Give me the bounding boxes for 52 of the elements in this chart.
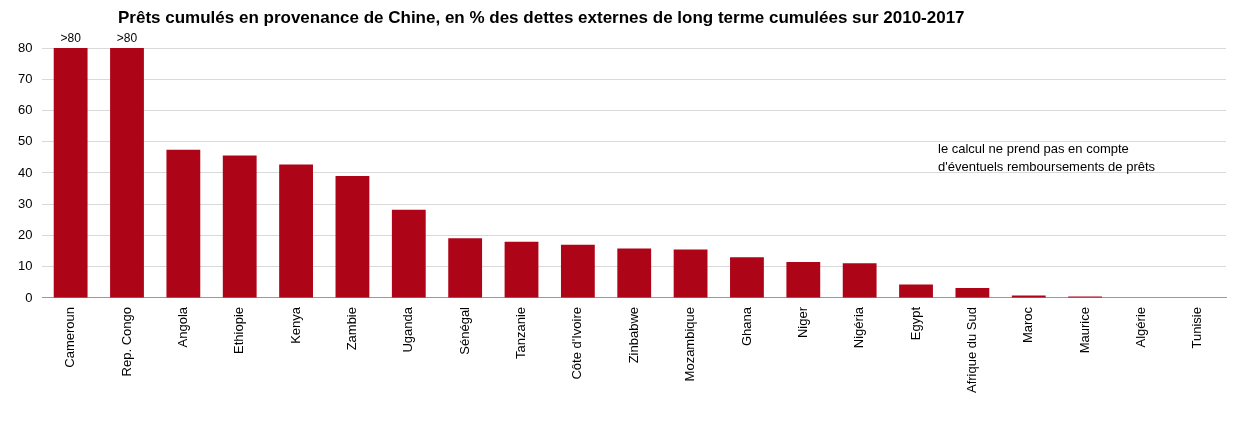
- bar: [560, 244, 595, 298]
- y-tick-label: 10: [17, 258, 33, 274]
- x-tick-label: Uganda: [400, 306, 416, 353]
- x-tick-label: Cameroun: [62, 307, 78, 368]
- bar: [279, 164, 313, 298]
- x-tick-label: Côte d'Ivoire: [569, 307, 585, 380]
- x-tick-label: Kenya: [287, 306, 303, 344]
- x-tick-label: Mozambique: [682, 307, 698, 382]
- bar: [1011, 295, 1046, 298]
- data-label: >80: [116, 31, 138, 46]
- x-tick-label: Zinbabwe: [625, 307, 641, 364]
- bar: [786, 262, 821, 298]
- bar: [110, 48, 144, 298]
- y-tick-label: 50: [17, 133, 33, 149]
- y-tick-label: 40: [17, 164, 33, 180]
- y-tick-label: 0: [25, 289, 33, 305]
- x-tick-label: Tunisie: [1189, 307, 1205, 349]
- y-tick-label: 30: [17, 195, 33, 211]
- bar: [842, 263, 877, 298]
- annotation: le calcul ne prend pas en compte d'éventuels remboursements de prêts: [938, 140, 1157, 176]
- data-label: >80: [60, 31, 82, 46]
- bar: [730, 257, 764, 298]
- x-tick-label: Maroc: [1020, 306, 1036, 344]
- bar: [53, 48, 88, 298]
- bar: [955, 288, 990, 298]
- x-tick-label: Algérie: [1133, 307, 1149, 348]
- bar: [448, 238, 483, 298]
- bar: [673, 249, 708, 298]
- bar: [899, 284, 933, 298]
- y-tick-label: 80: [17, 39, 33, 55]
- y-tick-label: 60: [17, 102, 33, 118]
- x-tick-label: Afrique du Sud: [963, 307, 979, 394]
- x-tick-label: Niger: [794, 306, 810, 339]
- bar: [504, 241, 539, 298]
- x-tick-label: Tanzanie: [513, 307, 529, 360]
- x-tick-label: Sénégal: [456, 306, 472, 355]
- bar: [391, 209, 426, 298]
- x-tick-label: Zambie: [344, 307, 360, 351]
- x-tick-label: Maurice: [1076, 307, 1092, 354]
- x-tick-label: Ethiopie: [231, 307, 247, 354]
- chart-title: Prêts cumulés en provenance de Chine, en % des dettes externes de long terme cumulées sur 2010-2017: [117, 8, 966, 28]
- y-tick-label: 20: [17, 227, 33, 243]
- bar: [166, 149, 201, 298]
- bar: [222, 155, 257, 298]
- x-tick-label: Ghana: [738, 306, 754, 347]
- x-tick-label: Angola: [174, 306, 190, 348]
- x-tick-label: Nigéria: [851, 306, 867, 349]
- x-tick-label: Rep. Congo: [118, 307, 134, 377]
- bar: [617, 248, 652, 298]
- x-tick-label: Egypt: [907, 306, 923, 341]
- y-tick-label: 70: [17, 70, 33, 86]
- bar: [335, 176, 370, 298]
